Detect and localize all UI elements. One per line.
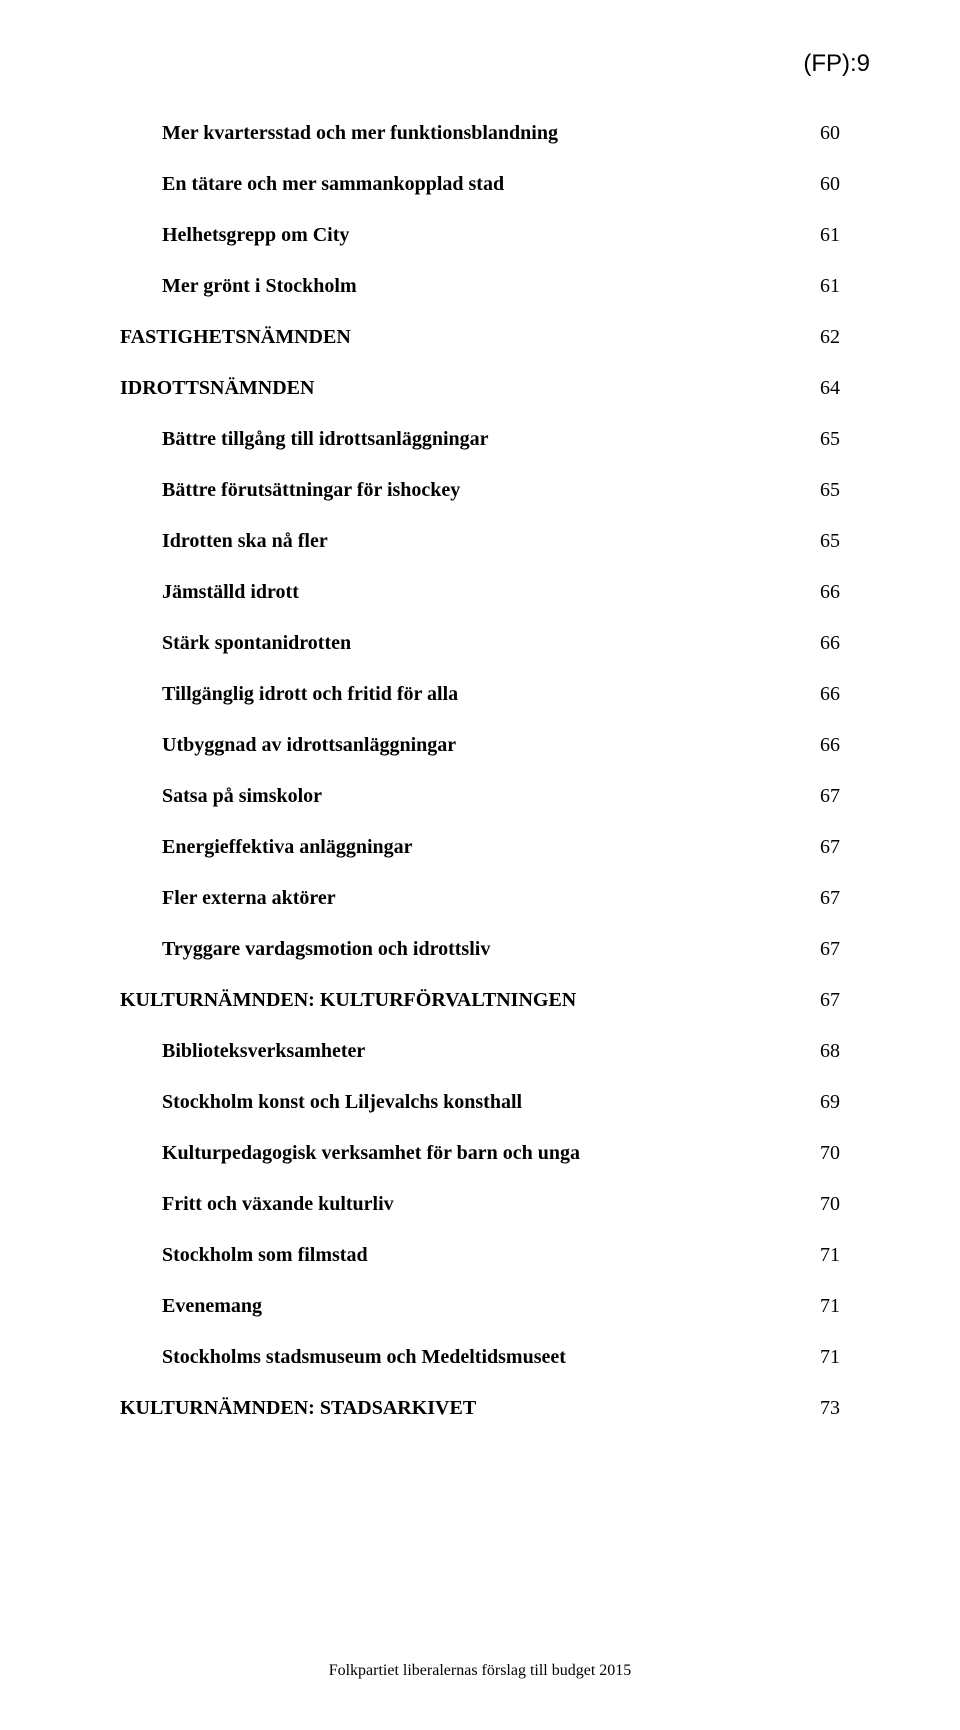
toc-row: IDROTTSNÄMNDEN 64 (120, 375, 840, 402)
toc-row: Fritt och växande kulturliv 70 (120, 1191, 840, 1218)
toc-row: Stockholm som filmstad 71 (120, 1242, 840, 1269)
toc-row: Stockholm konst och Liljevalchs konsthal… (120, 1089, 840, 1116)
toc-pagenum: 66 (800, 734, 840, 757)
toc-pagenum: 67 (800, 989, 840, 1012)
toc-row: Kulturpedagogisk verksamhet för barn och… (120, 1140, 840, 1167)
toc-label: Jämställd idrott (162, 579, 299, 606)
toc-pagenum: 70 (800, 1142, 840, 1165)
toc-label: Energieffektiva anläggningar (162, 834, 413, 861)
toc-pagenum: 66 (800, 683, 840, 706)
toc-pagenum: 73 (800, 1397, 840, 1420)
toc-row: KULTURNÄMNDEN: KULTURFÖRVALTNINGEN 67 (120, 987, 840, 1014)
toc-pagenum: 64 (800, 377, 840, 400)
toc-pagenum: 70 (800, 1193, 840, 1216)
toc-label: Helhetsgrepp om City (162, 222, 349, 249)
toc-label: FASTIGHETSNÄMNDEN (120, 324, 351, 351)
toc-pagenum: 68 (800, 1040, 840, 1063)
toc-label: Stärk spontanidrotten (162, 630, 351, 657)
toc-pagenum: 67 (800, 785, 840, 808)
toc-row: Energieffektiva anläggningar 67 (120, 834, 840, 861)
toc-label: KULTURNÄMNDEN: KULTURFÖRVALTNINGEN (120, 987, 576, 1014)
toc-pagenum: 66 (800, 581, 840, 604)
toc-label: Tillgänglig idrott och fritid för alla (162, 681, 458, 708)
toc-pagenum: 67 (800, 887, 840, 910)
toc-label: KULTURNÄMNDEN: STADSARKIVET (120, 1395, 476, 1422)
toc-pagenum: 66 (800, 632, 840, 655)
toc-label: Bättre förutsättningar för ishockey (162, 477, 460, 504)
toc-row: FASTIGHETSNÄMNDEN 62 (120, 324, 840, 351)
toc-row: Bättre tillgång till idrottsanläggningar… (120, 426, 840, 453)
toc-row: Jämställd idrott 66 (120, 579, 840, 606)
toc-row: Tillgänglig idrott och fritid för alla 66 (120, 681, 840, 708)
toc-pagenum: 65 (800, 530, 840, 553)
toc-label: En tätare och mer sammankopplad stad (162, 171, 504, 198)
toc-label: Tryggare vardagsmotion och idrottsliv (162, 936, 490, 963)
toc-pagenum: 67 (800, 938, 840, 961)
toc-label: Fler externa aktörer (162, 885, 336, 912)
toc-row: Stärk spontanidrotten 66 (120, 630, 840, 657)
toc-label: Bättre tillgång till idrottsanläggningar (162, 426, 489, 453)
toc-label: Mer grönt i Stockholm (162, 273, 357, 300)
toc-label: Idrotten ska nå fler (162, 528, 328, 555)
toc-row: Stockholms stadsmuseum och Medeltidsmuse… (120, 1344, 840, 1371)
toc-pagenum: 67 (800, 836, 840, 859)
toc-row: Tryggare vardagsmotion och idrottsliv 67 (120, 936, 840, 963)
toc-label: Biblioteksverksamheter (162, 1038, 365, 1065)
toc-label: Fritt och växande kulturliv (162, 1191, 394, 1218)
toc-row: Mer grönt i Stockholm 61 (120, 273, 840, 300)
page-header-right: (FP):9 (803, 50, 870, 78)
toc-row: KULTURNÄMNDEN: STADSARKIVET 73 (120, 1395, 840, 1422)
toc-label: Satsa på simskolor (162, 783, 322, 810)
page-footer: Folkpartiet liberalernas förslag till bu… (0, 1662, 960, 1680)
toc-pagenum: 61 (800, 275, 840, 298)
toc-row: Utbyggnad av idrottsanläggningar 66 (120, 732, 840, 759)
toc-pagenum: 60 (800, 173, 840, 196)
toc-label: Kulturpedagogisk verksamhet för barn och… (162, 1140, 580, 1167)
toc-label: Utbyggnad av idrottsanläggningar (162, 732, 456, 759)
toc-label: Mer kvartersstad och mer funktionsblandn… (162, 120, 558, 147)
toc-label: IDROTTSNÄMNDEN (120, 375, 314, 402)
toc-label: Stockholm konst och Liljevalchs konsthal… (162, 1089, 522, 1116)
toc-pagenum: 60 (800, 122, 840, 145)
toc-row: Satsa på simskolor 67 (120, 783, 840, 810)
toc-row: Idrotten ska nå fler 65 (120, 528, 840, 555)
toc-pagenum: 71 (800, 1295, 840, 1318)
toc-pagenum: 62 (800, 326, 840, 349)
toc-row: Mer kvartersstad och mer funktionsblandn… (120, 120, 840, 147)
toc-row: Bättre förutsättningar för ishockey 65 (120, 477, 840, 504)
toc-pagenum: 69 (800, 1091, 840, 1114)
page: (FP):9 Mer kvartersstad och mer funktion… (0, 0, 960, 1730)
toc-pagenum: 61 (800, 224, 840, 247)
toc-label: Stockholms stadsmuseum och Medeltidsmuse… (162, 1344, 566, 1371)
toc-pagenum: 65 (800, 428, 840, 451)
toc-row: Helhetsgrepp om City 61 (120, 222, 840, 249)
toc-row: En tätare och mer sammankopplad stad 60 (120, 171, 840, 198)
toc-row: Evenemang 71 (120, 1293, 840, 1320)
toc-pagenum: 71 (800, 1346, 840, 1369)
toc-label: Stockholm som filmstad (162, 1242, 368, 1269)
toc-row: Biblioteksverksamheter 68 (120, 1038, 840, 1065)
toc-row: Fler externa aktörer 67 (120, 885, 840, 912)
table-of-contents: Mer kvartersstad och mer funktionsblandn… (120, 120, 840, 1422)
toc-label: Evenemang (162, 1293, 262, 1320)
toc-pagenum: 65 (800, 479, 840, 502)
toc-pagenum: 71 (800, 1244, 840, 1267)
